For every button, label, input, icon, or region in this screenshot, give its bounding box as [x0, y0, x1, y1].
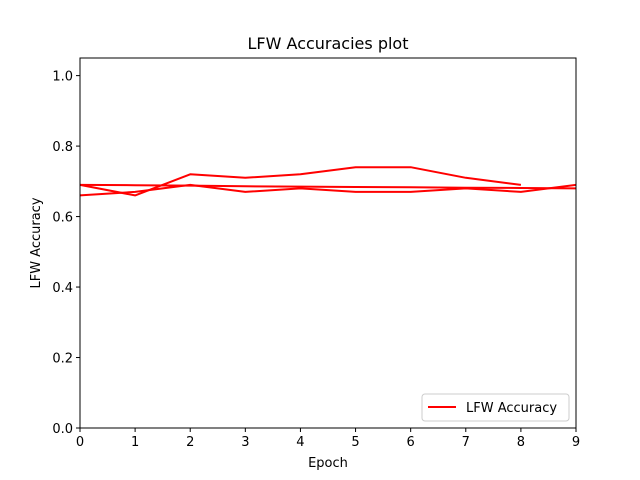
x-tick-label: 6 — [407, 435, 415, 450]
y-tick-label: 1.0 — [52, 70, 73, 85]
y-axis: 0.0 0.2 0.4 0.6 0.8 1.0 — [52, 70, 80, 437]
y-tick-label: 0.8 — [52, 140, 73, 155]
legend-box — [421, 393, 570, 422]
series-line-3 — [79, 183, 577, 190]
x-tick-label: 5 — [351, 435, 359, 450]
y-axis-label: LFW Accuracy — [29, 197, 44, 288]
y-tick-label: 0.0 — [52, 422, 73, 437]
x-tick-label: 1 — [131, 435, 139, 450]
x-tick-label: 3 — [241, 435, 249, 450]
series-line-2 — [79, 183, 577, 197]
x-tick-label: 4 — [296, 435, 304, 450]
chart-title: LFW Accuracies plot — [248, 34, 409, 53]
series-layer — [79, 166, 577, 197]
legend: LFW Accuracy — [421, 393, 570, 422]
series-line-1 — [79, 166, 522, 197]
y-tick-label: 0.2 — [52, 352, 73, 367]
x-axis-label: Epoch — [308, 456, 348, 471]
axes-frame — [79, 57, 577, 429]
y-tick-label: 0.4 — [52, 281, 73, 296]
y-tick-label: 0.6 — [52, 211, 73, 226]
x-tick-label: 8 — [517, 435, 525, 450]
x-axis: 0 1 2 3 4 5 6 7 8 9 — [76, 428, 580, 450]
x-tick-label: 7 — [462, 435, 470, 450]
legend-label: LFW Accuracy — [466, 401, 557, 416]
x-tick-label: 2 — [186, 435, 194, 450]
x-tick-label: 9 — [572, 435, 580, 450]
x-tick-label: 0 — [76, 435, 84, 450]
